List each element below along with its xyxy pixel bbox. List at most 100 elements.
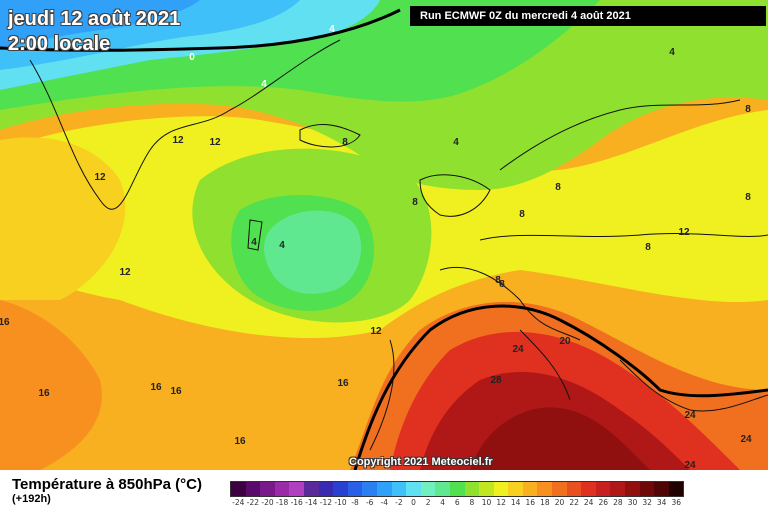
color-scale-tick-label: -12 (319, 498, 333, 507)
color-scale-tick-label: -2 (395, 498, 403, 507)
forecast-local-time: 2:00 locale (8, 33, 111, 55)
isotherm-label: 4 (251, 237, 257, 248)
isotherm-label: 0 (189, 52, 195, 63)
isotherm-label: 8 (342, 137, 348, 148)
color-swatch (260, 482, 275, 496)
isotherm-label: 4 (669, 47, 675, 58)
color-swatch (318, 482, 334, 496)
copyright-notice: Copyright 2021 Meteociel.fr (349, 456, 493, 468)
isotherm-label: 24 (740, 434, 752, 445)
isotherm-label: 16 (170, 386, 182, 397)
color-scale-tick-label: 36 (671, 498, 682, 507)
color-scale-tick-label: -8 (351, 498, 359, 507)
color-swatch (464, 482, 480, 496)
color-swatch (479, 482, 494, 496)
color-scale-tick-label: -6 (365, 498, 374, 507)
color-swatch (522, 482, 538, 496)
color-swatch (552, 482, 567, 496)
color-swatch (610, 482, 626, 496)
color-scale-tick-label: 16 (525, 498, 536, 507)
color-scale-tick-label: 34 (656, 498, 667, 507)
color-swatch (347, 482, 363, 496)
isotherm-label: 16 (337, 378, 349, 389)
color-scale-tick-label: 28 (613, 498, 623, 507)
forecast-date: jeudi 12 août 2021 (8, 8, 181, 30)
color-swatch (435, 482, 450, 496)
isotherm-label: 12 (209, 137, 221, 148)
isotherm-label: 4 (329, 24, 335, 35)
color-swatch (508, 482, 523, 496)
legend-footer: Température à 850hPa (°C) (+192h) -24 -22… (0, 470, 768, 512)
color-swatch (493, 482, 509, 496)
isotherm-label: 12 (119, 267, 131, 278)
isotherm-label: 4 (261, 79, 267, 90)
color-scale-tick-label: -4 (380, 498, 389, 507)
color-swatch (581, 482, 596, 496)
color-swatch (231, 482, 246, 496)
color-scale-tick-label: 12 (496, 498, 506, 507)
isotherm-label: 24 (684, 460, 696, 470)
color-swatch (639, 482, 655, 496)
color-scale-tick-label: -16 (290, 498, 303, 507)
color-swatch (391, 482, 407, 496)
color-swatch (362, 482, 377, 496)
color-swatch (537, 482, 553, 496)
isotherm-label: 16 (234, 436, 246, 447)
color-swatch (303, 482, 319, 496)
isotherm-label: 8 (499, 279, 505, 290)
color-scale-tick-label: 24 (583, 498, 594, 507)
run-info-banner: Run ECMWF 0Z du mercredi 4 août 2021 (410, 6, 766, 26)
color-scale-tick-label: -24 (232, 498, 245, 507)
color-swatch (595, 482, 611, 496)
color-scale-tick-label: 6 (454, 498, 460, 507)
color-swatch (566, 482, 582, 496)
isotherm-label: 8 (519, 209, 525, 220)
isotherm-label: 12 (94, 172, 106, 183)
isotherm-label: 12 (678, 227, 690, 238)
isotherm-label: 24 (684, 410, 696, 421)
color-scale-tick-label: -18 (275, 498, 289, 507)
color-scale-tick-label: 10 (481, 498, 492, 507)
isotherm-label: 8 (555, 182, 561, 193)
isotherm-label: 4 (453, 137, 459, 148)
color-swatch (668, 482, 684, 496)
isotherm-label: 12 (370, 326, 382, 337)
color-scale-tick-label: 0 (411, 498, 416, 507)
forecast-offset: (+192h) (12, 493, 51, 505)
isotherm-label: 8 (412, 197, 418, 208)
color-scale-tick-label: 4 (440, 498, 446, 507)
temperature-map: 4 0 4 4 12 12 12 8 4 8 8 8 8 8 8 12 4 4 12 12 16 16 16 16 16 16 24… (0, 0, 768, 470)
color-swatch (289, 482, 304, 496)
isotherm-label: 12 (172, 135, 184, 146)
isotherm-label: 8 (645, 242, 651, 253)
color-scale-tick-label: 26 (598, 498, 609, 507)
isotherm-label: 20 (559, 336, 571, 347)
color-scale-tick-label: 20 (554, 498, 565, 507)
color-scale-tick-label: 22 (569, 498, 579, 507)
color-scale (230, 481, 685, 497)
color-swatch (449, 482, 465, 496)
color-scale-tick-label: -22 (246, 498, 260, 507)
color-scale-tick-label: 8 (469, 498, 475, 507)
isotherm-label: 8 (745, 104, 751, 115)
isotherm-label: 28 (490, 375, 502, 386)
color-swatch (274, 482, 290, 496)
color-scale-tick-label: 18 (540, 498, 550, 507)
color-scale-tick-label: 32 (642, 498, 652, 507)
color-scale-tick-label: 2 (425, 498, 431, 507)
isotherm-label: 16 (0, 317, 10, 328)
color-scale-tick-label: 30 (627, 498, 638, 507)
color-scale-tick-label: -10 (334, 498, 347, 507)
color-scale-tick-label: 14 (510, 498, 521, 507)
isotherm-label: 16 (38, 388, 50, 399)
color-swatch (625, 482, 640, 496)
isotherm-label: 16 (150, 382, 162, 393)
variable-title: Température à 850hPa (°C) (12, 476, 202, 493)
color-swatch (654, 482, 669, 496)
isotherm-label: 24 (512, 344, 524, 355)
color-scale-tick-label: -14 (305, 498, 318, 507)
color-swatch (406, 482, 421, 496)
color-scale-tick-label: -20 (261, 498, 274, 507)
color-swatch (333, 482, 348, 496)
color-swatch (245, 482, 261, 496)
